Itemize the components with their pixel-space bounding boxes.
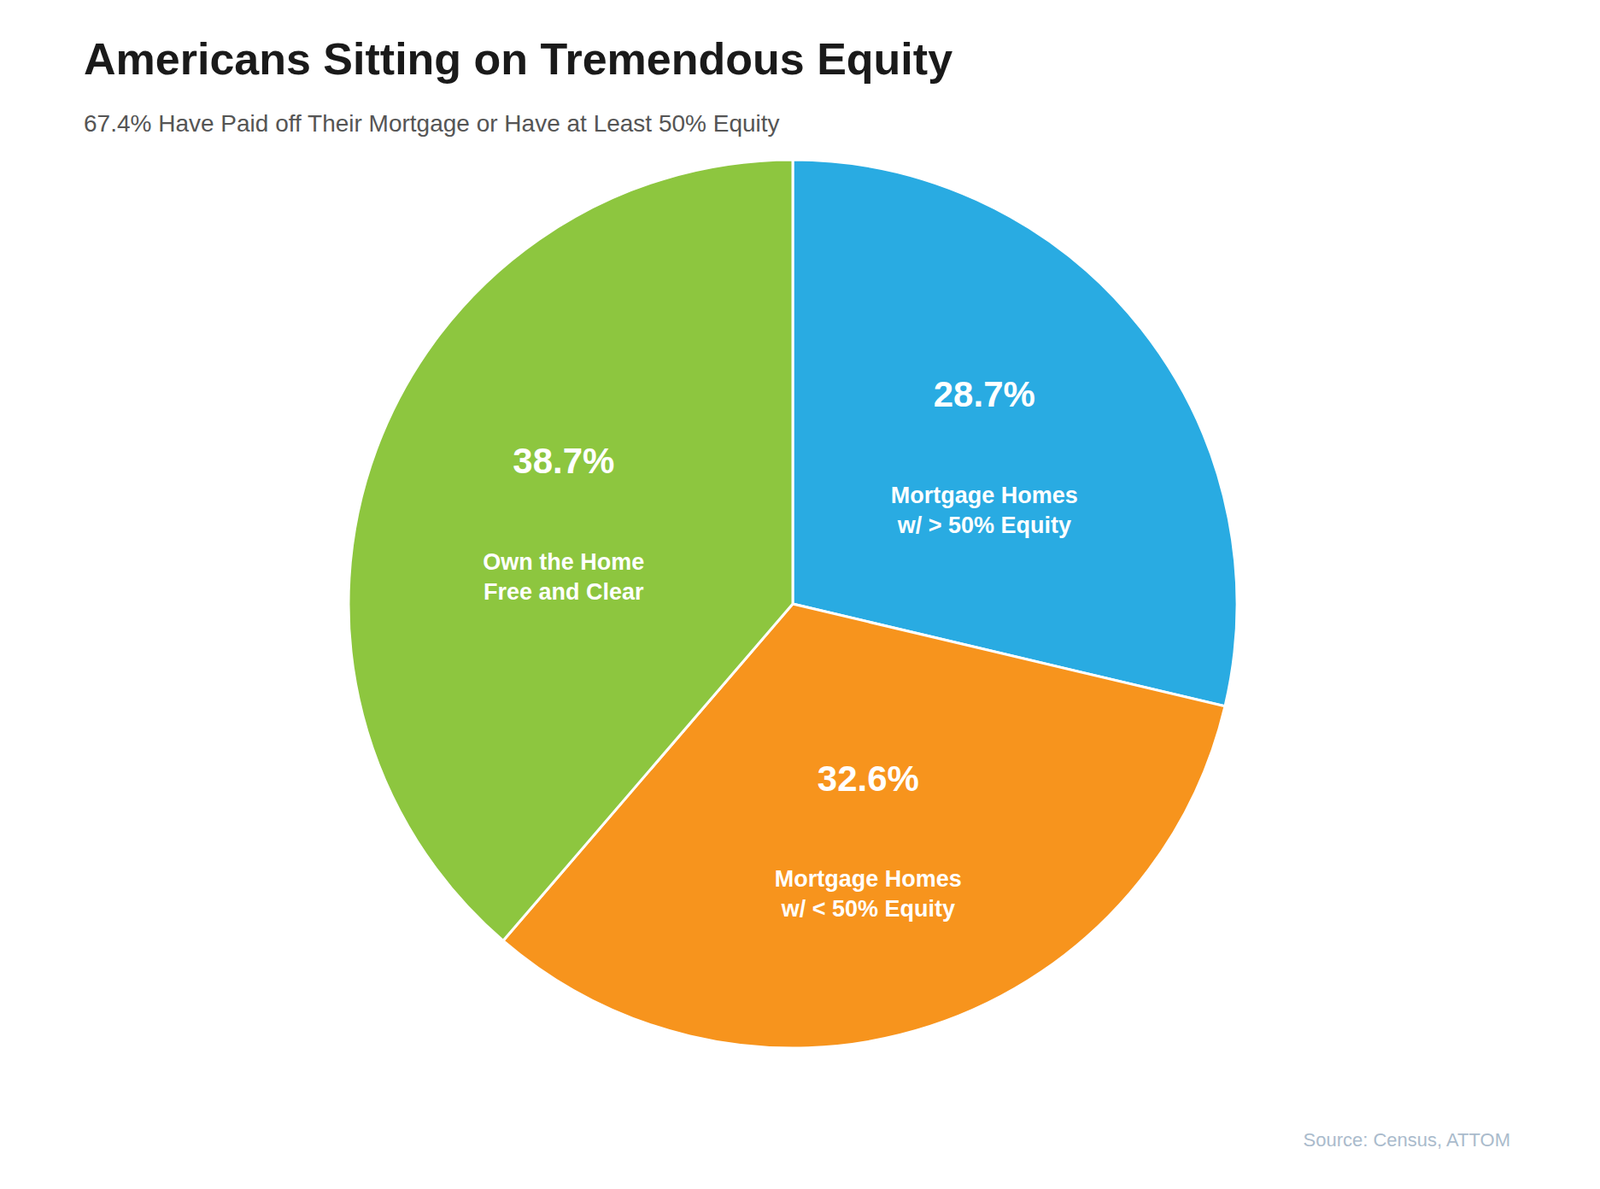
svg-text:Mortgage Homesw/ < 50% Equity: Mortgage Homesw/ < 50% Equity — [774, 866, 962, 922]
svg-text:28.7%: 28.7% — [933, 374, 1036, 415]
html-text:67.4% Have Paid off Their Mort: 67.4% Have Paid off Their Mortgage or Ha… — [83, 110, 780, 138]
html-text:Americans Sitting on Tremendou: Americans Sitting on Tremendous Equity — [83, 34, 953, 84]
svg-text:38.7%: 38.7% — [512, 440, 615, 481]
svg-text:Own the HomeFree and Clear: Own the HomeFree and Clear — [482, 549, 645, 605]
svg-text:32.6%: 32.6% — [817, 758, 920, 799]
html-text:Source: Census, ATTOM: Source: Census, ATTOM — [1303, 1129, 1511, 1151]
svg-text:Mortgage Homesw/ > 50% Equity: Mortgage Homesw/ > 50% Equity — [890, 482, 1079, 539]
